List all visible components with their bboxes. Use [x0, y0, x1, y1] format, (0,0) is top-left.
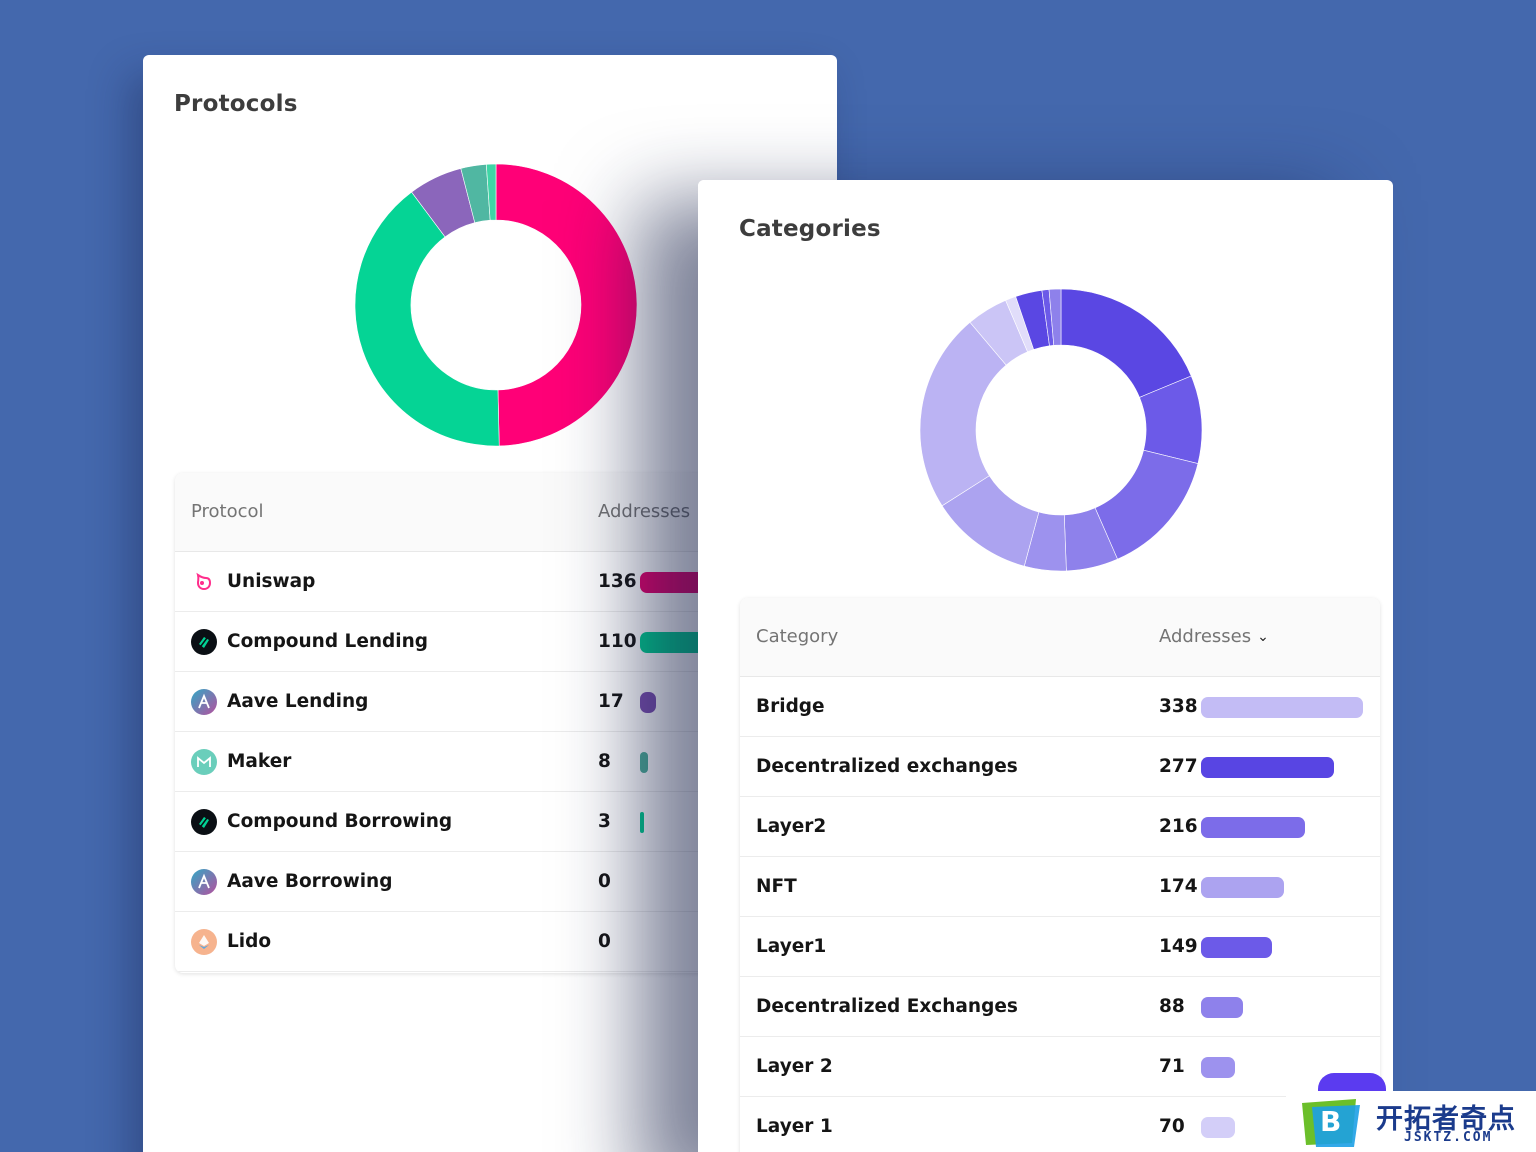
- categories-title: Categories: [739, 216, 881, 242]
- row-bar: [1201, 1057, 1235, 1078]
- watermark-logo-icon: B: [1302, 1099, 1360, 1147]
- row-bar: [640, 812, 644, 833]
- donut-slice-compound-lending[interactable]: [354, 191, 500, 447]
- donut-slice-other-d[interactable]: [1048, 288, 1062, 346]
- row-bar: [1201, 757, 1334, 778]
- compound-icon: [191, 629, 217, 655]
- protocols-title: Protocols: [174, 91, 298, 117]
- row-name: Compound Lending: [227, 631, 429, 652]
- row-value: 110: [598, 631, 637, 652]
- donut-slice-compound-borrowing[interactable]: [485, 163, 497, 221]
- categories-table-body: Bridge 338 Decentralized exchanges 277 Layer…: [740, 677, 1380, 1152]
- row-name: Layer 2: [756, 1056, 833, 1077]
- table-row[interactable]: Aave Lending 17: [175, 672, 825, 732]
- row-bar: [1201, 1117, 1235, 1138]
- table-row[interactable]: Layer1 149: [740, 917, 1380, 977]
- row-name: Layer1: [756, 936, 827, 957]
- row-bar: [1201, 937, 1272, 958]
- table-row[interactable]: Bridge 338: [740, 677, 1380, 737]
- row-name: Aave Lending: [227, 691, 369, 712]
- chevron-down-icon: ⌄: [1257, 629, 1269, 645]
- aave-icon: [191, 689, 217, 715]
- table-row[interactable]: Lido 0: [175, 912, 825, 972]
- addresses-column-header[interactable]: Addresses: [598, 501, 691, 522]
- row-name: Lido: [227, 931, 272, 952]
- row-name: Maker: [227, 751, 292, 772]
- row-bar: [640, 692, 656, 713]
- row-value: 149: [1159, 936, 1198, 957]
- uniswap-icon: [191, 569, 217, 595]
- table-row[interactable]: Decentralized Exchanges 88: [740, 977, 1380, 1037]
- watermark: B 开拓者奇点 JSKTZ.COM: [1286, 1091, 1536, 1152]
- row-name: Aave Borrowing: [227, 871, 393, 892]
- row-name: Layer 1: [756, 1116, 833, 1137]
- row-value: 174: [1159, 876, 1198, 897]
- protocols-donut-chart: [354, 163, 638, 447]
- watermark-subtext: JSKTZ.COM: [1404, 1130, 1493, 1145]
- maker-icon: [191, 749, 217, 775]
- row-name: Decentralized Exchanges: [756, 996, 1018, 1017]
- categories-card: Categories Category Addresses ⌄ Bridge 338…: [698, 180, 1393, 1152]
- addresses-column-label: Addresses: [1159, 626, 1252, 647]
- row-value: 17: [598, 691, 624, 712]
- table-row[interactable]: Layer 1 70: [740, 1097, 1380, 1152]
- row-value: 8: [598, 751, 611, 772]
- addresses-sort-header[interactable]: Addresses ⌄: [1159, 626, 1269, 647]
- row-name: Layer2: [756, 816, 827, 837]
- row-value: 216: [1159, 816, 1198, 837]
- row-name: Decentralized exchanges: [756, 756, 1018, 777]
- categories-table: Category Addresses ⌄ Bridge 338 Decentraliz…: [740, 598, 1380, 1152]
- table-row[interactable]: Maker 8: [175, 732, 825, 792]
- table-row[interactable]: Layer 2 71: [740, 1037, 1380, 1097]
- row-bar: [1201, 817, 1305, 838]
- table-row[interactable]: NFT 174: [740, 857, 1380, 917]
- row-value: 136: [598, 571, 637, 592]
- row-bar: [1201, 697, 1363, 718]
- row-value: 338: [1159, 696, 1198, 717]
- lido-icon: [191, 929, 217, 955]
- row-value: 88: [1159, 996, 1185, 1017]
- categories-table-header: Category Addresses ⌄: [740, 598, 1380, 677]
- row-value: 3: [598, 811, 611, 832]
- protocol-column-header[interactable]: Protocol: [191, 501, 264, 522]
- row-value: 70: [1159, 1116, 1185, 1137]
- donut-slice-decentralized-exchanges[interactable]: [1060, 288, 1192, 398]
- svg-text:B: B: [1320, 1105, 1341, 1138]
- row-name: Bridge: [756, 696, 825, 717]
- table-row[interactable]: Decentralized exchanges 277: [740, 737, 1380, 797]
- row-name: Compound Borrowing: [227, 811, 453, 832]
- row-bar: [640, 752, 648, 773]
- table-row[interactable]: Aave Borrowing 0: [175, 852, 825, 912]
- row-value: 277: [1159, 756, 1198, 777]
- watermark-text: 开拓者奇点: [1376, 1104, 1516, 1135]
- row-bar: [1201, 997, 1243, 1018]
- row-value: 0: [598, 931, 611, 952]
- categories-donut-chart: [919, 288, 1203, 572]
- compound-icon: [191, 809, 217, 835]
- row-bar: [1201, 877, 1284, 898]
- donut-slice-uniswap[interactable]: [495, 163, 638, 447]
- table-row[interactable]: Layer2 216: [740, 797, 1380, 857]
- donut-slice-bridge[interactable]: [919, 321, 1007, 507]
- row-value: 0: [598, 871, 611, 892]
- aave-icon: [191, 869, 217, 895]
- row-name: Uniswap: [227, 571, 316, 592]
- table-row[interactable]: Compound Borrowing 3: [175, 792, 825, 852]
- row-name: NFT: [756, 876, 797, 897]
- row-value: 71: [1159, 1056, 1185, 1077]
- category-column-header[interactable]: Category: [756, 626, 839, 647]
